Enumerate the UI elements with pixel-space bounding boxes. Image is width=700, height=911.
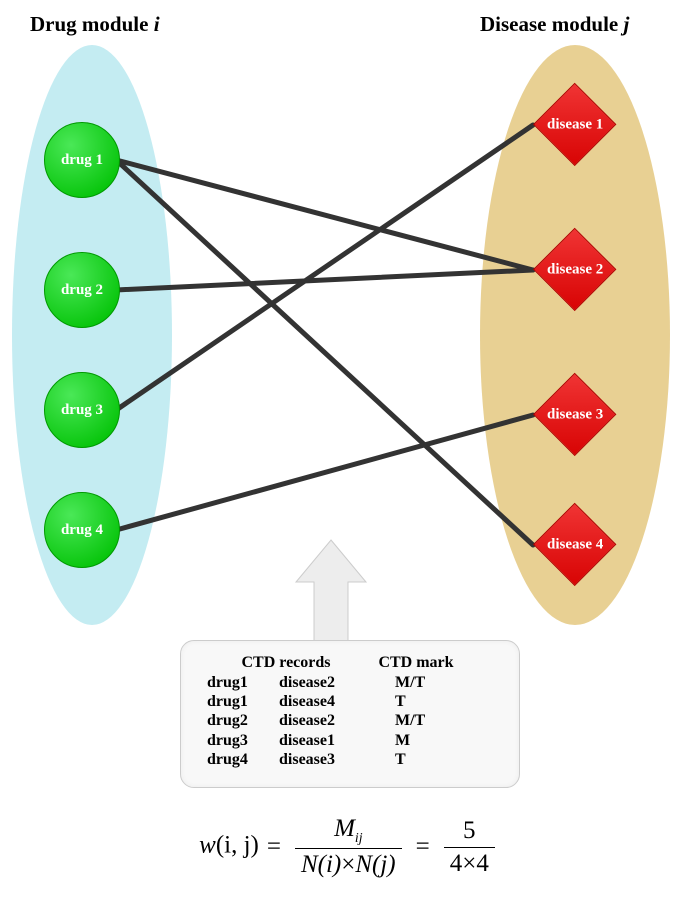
disease-node-label: disease 1: [547, 116, 603, 133]
drug-title-var: i: [154, 12, 160, 36]
drug-node-label: drug 3: [61, 402, 103, 419]
arrow-up-shape: [296, 540, 366, 642]
formula-lhs-args: (i, j): [216, 832, 259, 859]
edge: [116, 160, 533, 545]
panel-cell-disease: disease1: [279, 731, 377, 750]
edge: [116, 270, 533, 290]
disease-node-label: disease 3: [547, 406, 603, 423]
panel-cell-mark: M/T: [377, 711, 485, 730]
formula-eq1: =: [259, 833, 289, 860]
panel-col2-header: CTD mark: [371, 653, 461, 673]
ctd-records-panel: CTD recordsCTD mark drug1disease2M/Tdrug…: [180, 640, 520, 788]
disease-title-var: j: [624, 12, 630, 36]
drug-node-label: drug 1: [61, 152, 103, 169]
edge: [116, 415, 533, 530]
panel-cell-mark: T: [377, 692, 485, 711]
formula-frac1: MijN(i)×N(j): [289, 832, 408, 859]
weight-formula: w(i, j)=MijN(i)×N(j)=54×4: [0, 815, 700, 879]
drug-node: drug 3: [44, 372, 120, 448]
panel-header: CTD recordsCTD mark: [201, 653, 499, 673]
panel-cell-mark: M: [377, 731, 485, 750]
panel-cell-disease: disease3: [279, 750, 377, 769]
drug-title-text: Drug module: [30, 12, 154, 36]
drug-node: drug 1: [44, 122, 120, 198]
panel-row: drug2disease2M/T: [201, 711, 499, 730]
drug-node-label: drug 4: [61, 522, 103, 539]
panel-cell-mark: T: [377, 750, 485, 769]
panel-cell-disease: disease2: [279, 711, 377, 730]
panel-cell-drug: drug2: [201, 711, 279, 730]
panel-row: drug4disease3T: [201, 750, 499, 769]
drug-module-title: Drug module i: [30, 12, 160, 37]
drug-node: drug 4: [44, 492, 120, 568]
drug-node: drug 2: [44, 252, 120, 328]
panel-row: drug1disease2M/T: [201, 673, 499, 692]
panel-cell-mark: M/T: [377, 673, 485, 692]
panel-cell-drug: drug4: [201, 750, 279, 769]
disease-module-title: Disease module j: [480, 12, 629, 37]
drug-node-label: drug 2: [61, 282, 103, 299]
formula-frac2: 54×4: [438, 832, 501, 859]
panel-cell-disease: disease4: [279, 692, 377, 711]
panel-row: drug1disease4T: [201, 692, 499, 711]
panel-cell-drug: drug1: [201, 692, 279, 711]
panel-col1-header: CTD records: [201, 653, 371, 673]
diagram-canvas: Drug module i Disease module j drug 1 dru…: [0, 0, 700, 911]
panel-rows: drug1disease2M/Tdrug1disease4Tdrug2disea…: [201, 673, 499, 769]
panel-cell-drug: drug1: [201, 673, 279, 692]
disease-node-label: disease 2: [547, 261, 603, 278]
panel-row: drug3disease1M: [201, 731, 499, 750]
formula-lhs-func: w: [199, 832, 216, 859]
edge: [116, 125, 533, 410]
panel-cell-drug: drug3: [201, 731, 279, 750]
disease-title-text: Disease module: [480, 12, 624, 36]
formula-eq2: =: [408, 833, 438, 860]
edge: [116, 160, 533, 270]
disease-node-label: disease 4: [547, 536, 603, 553]
panel-cell-disease: disease2: [279, 673, 377, 692]
